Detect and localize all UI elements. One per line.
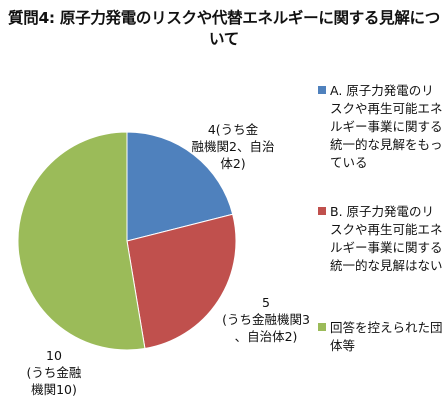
slice-label-b-text: 5 (うち金融機関3 、自治体2) (222, 295, 310, 344)
slice-label-b: 5 (うち金融機関3 、自治体2) (214, 294, 318, 345)
slice-label-c-text: 10 (うち金融 機関10) (26, 348, 82, 397)
chart-title: 質問4: 原子力発電のリスクや代替エネルギーに関する見解について (8, 8, 440, 50)
chart-title-text: 質問4: 原子力発電のリスクや代替エネルギーに関する見解について (8, 9, 440, 48)
legend-swatch-c (318, 323, 326, 331)
pie-slice-a (126, 131, 234, 242)
slice-label-a: 4(うち金 融機関2、自治 体2) (185, 121, 281, 172)
legend-swatch-a (318, 86, 326, 94)
legend-label-b: B. 原子力発電のリスクや再生可能エネルギー事業に関する統一的な見解はない (330, 204, 443, 273)
legend-label-c: 回答を控えられた団体等 (330, 320, 443, 353)
pie-slice-c (17, 131, 146, 351)
slice-label-c: 10 (うち金融 機関10) (18, 347, 90, 398)
legend-label-a: A. 原子力発電のリスクや再生可能エネルギー事業に関する統一的な見解をもっている (330, 83, 443, 170)
legend-swatch-b (318, 207, 326, 215)
pie-slice-b (126, 213, 237, 350)
pie-slices (17, 131, 237, 351)
slice-label-a-text: 4(うち金 融機関2、自治 体2) (191, 122, 275, 171)
